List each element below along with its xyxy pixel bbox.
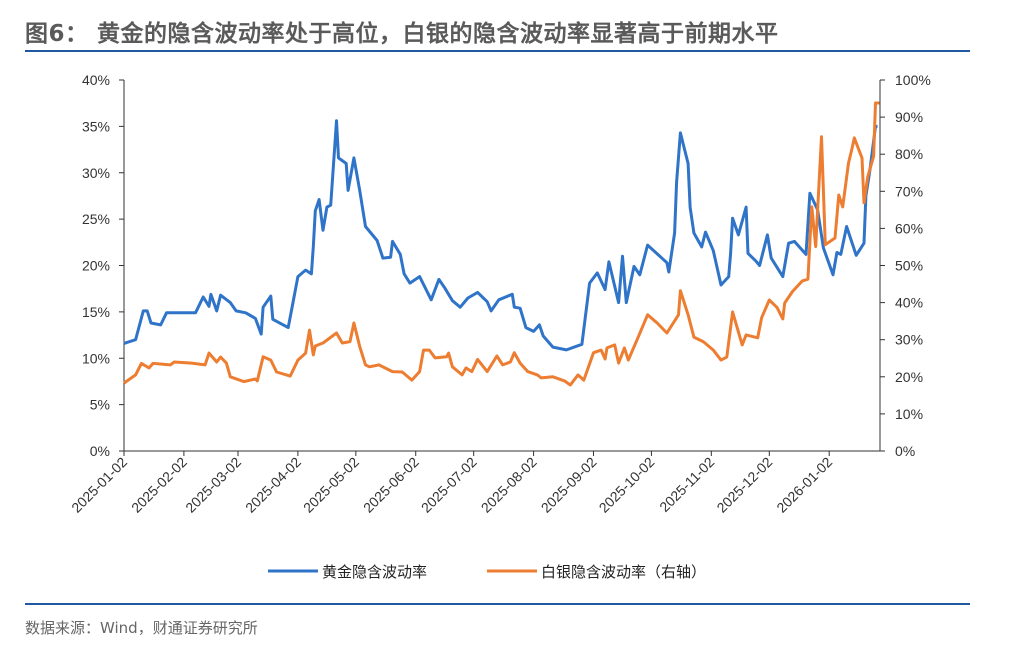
right-axis-tick-label: 90%	[895, 109, 923, 125]
left-axis-tick-label: 35%	[82, 118, 110, 134]
silver-iv-line	[123, 101, 880, 387]
x-axis-tick-label: 2025-02-02	[128, 454, 190, 516]
right-axis-tick-label: 10%	[895, 406, 923, 422]
left-axis-tick-label: 15%	[82, 304, 110, 320]
right-axis-tick-label: 20%	[895, 369, 923, 385]
left-axis-tick-label: 20%	[82, 258, 110, 274]
left-axis-tick-label: 25%	[82, 211, 110, 227]
x-axis-tick-label: 2025-07-02	[418, 454, 480, 516]
right-axis-tick-label: 80%	[895, 146, 923, 162]
right-axis-tick-label: 60%	[895, 220, 923, 236]
footer-divider	[25, 603, 970, 605]
left-axis-tick-label: 5%	[90, 397, 110, 413]
x-axis-tick-label: 2025-03-02	[182, 454, 244, 516]
gold-iv-line	[123, 119, 878, 352]
x-axis-tick-label: 2025-05-02	[300, 454, 362, 516]
x-axis-tick-label: 2025-08-02	[478, 454, 540, 516]
left-axis-tick-label: 30%	[82, 165, 110, 181]
left-axis-tick-label: 10%	[82, 350, 110, 366]
legend-label: 白银隐含波动率（右轴）	[541, 563, 706, 581]
right-axis-tick-label: 50%	[895, 258, 923, 274]
right-axis-tick-label: 30%	[895, 332, 923, 348]
legend-label: 黄金隐含波动率	[322, 563, 427, 581]
x-axis-tick-label: 2025-10-02	[596, 454, 658, 516]
x-axis-tick-label: 2026-01-02	[773, 454, 835, 516]
x-axis-tick-label: 2025-12-02	[713, 454, 775, 516]
figure-title: 图6： 黄金的隐含波动率处于高位，白银的隐含波动率显著高于前期水平	[25, 21, 779, 47]
left-axis-tick-label: 40%	[82, 72, 110, 88]
x-axis-tick-label: 2025-11-02	[656, 454, 717, 515]
right-axis-tick-label: 70%	[895, 183, 923, 199]
x-axis-tick-label: 2025-01-02	[68, 454, 130, 516]
x-axis-tick-label: 2025-09-02	[538, 454, 600, 516]
left-axis-tick-label: 0%	[90, 443, 110, 459]
title-divider	[25, 50, 970, 52]
right-axis-tick-label: 100%	[895, 72, 931, 88]
x-axis-tick-label: 2025-06-02	[360, 454, 422, 516]
right-axis-tick-label: 40%	[895, 295, 923, 311]
right-axis-tick-label: 0%	[895, 443, 915, 459]
source-note: 数据来源：Wind，财通证券研究所	[25, 619, 258, 637]
x-axis-tick-label: 2025-04-02	[242, 454, 304, 516]
